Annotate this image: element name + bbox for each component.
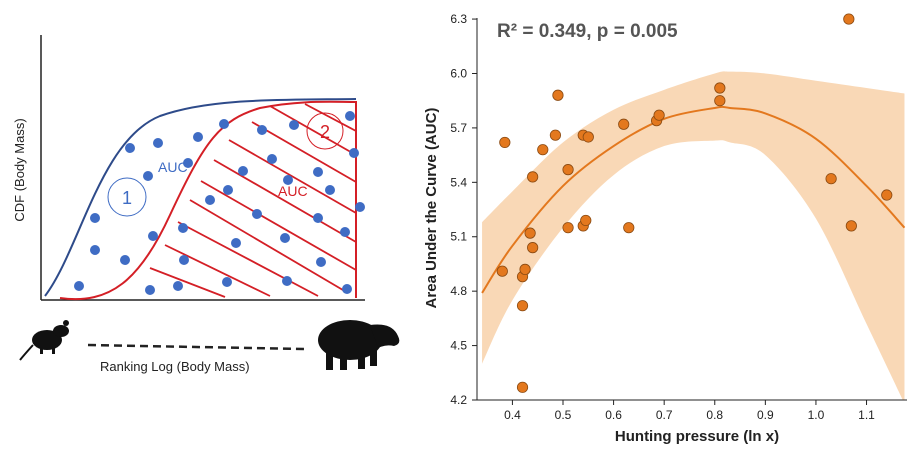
- data-point: [580, 214, 592, 227]
- y-tick-label: 4.2: [450, 393, 467, 407]
- data-point: [516, 271, 529, 283]
- data-point: [825, 173, 837, 185]
- y-tick-label: 6.3: [450, 12, 467, 26]
- data-point: [618, 118, 630, 130]
- y-tick-label: 4.8: [450, 284, 467, 298]
- region-1-label: 1: [122, 188, 132, 208]
- data-point: [499, 136, 511, 149]
- data-point: [623, 222, 635, 234]
- diagram-y-label: CDF (Body Mass): [12, 118, 27, 221]
- data-point: [881, 189, 893, 201]
- y-tick-label: 4.5: [450, 339, 467, 353]
- cdf-diagram: 1 2 AUC AUC CDF (Body Mass) Ranking Log …: [12, 35, 400, 374]
- data-point: [524, 227, 536, 239]
- data-point: [714, 95, 726, 107]
- y-tick-label: 6.0: [450, 66, 467, 80]
- region-2-label: 2: [320, 122, 330, 142]
- data-point: [562, 222, 574, 234]
- x-tick-label: 0.9: [757, 408, 774, 422]
- data-point: [552, 89, 564, 101]
- data-point: [516, 300, 529, 312]
- fit-curve: [481, 105, 906, 294]
- data-point: [519, 263, 531, 275]
- area-dots: [74, 111, 365, 295]
- diagram-dashed-line: [87, 343, 306, 351]
- data-point: [843, 13, 855, 25]
- data-point: [516, 381, 529, 393]
- region-2-marker: [306, 112, 344, 150]
- x-tick-label: 1.0: [808, 408, 825, 422]
- y-tick-label: 5.4: [450, 175, 467, 189]
- data-point: [577, 129, 589, 141]
- data-point: [650, 115, 663, 127]
- data-point: [527, 242, 539, 254]
- data-point: [577, 220, 589, 232]
- data-point: [527, 171, 539, 183]
- x-tick-label: 0.7: [656, 408, 673, 422]
- data-point: [496, 265, 508, 277]
- cdf-curve-1: [44, 98, 357, 297]
- y-tick-label: 5.1: [450, 230, 467, 244]
- diagram-x-label: Ranking Log (Body Mass): [100, 359, 250, 374]
- confidence-band: [482, 71, 905, 400]
- chart-y-label: Area Under the Curve (AUC): [423, 108, 440, 309]
- cdf-curve-2: [59, 100, 357, 301]
- chart-x-label: Hunting pressure (ln x): [615, 428, 779, 445]
- x-tick-label: 0.5: [555, 408, 572, 422]
- data-point: [653, 109, 665, 121]
- tapir-silhouette-icon: [318, 320, 400, 370]
- auc-label-2: AUC: [278, 183, 308, 199]
- data-point: [582, 131, 594, 143]
- data-point: [714, 82, 726, 94]
- data-point: [845, 220, 857, 232]
- rodent-silhouette-icon: [19, 320, 69, 361]
- chart-annotation: R² = 0.349, p = 0.005: [497, 21, 678, 42]
- data-point: [537, 144, 549, 156]
- y-tick-label: 5.7: [450, 121, 467, 135]
- data-point: [549, 129, 562, 141]
- x-tick-label: 0.4: [504, 408, 521, 422]
- data-point: [562, 164, 574, 176]
- auc-hatch-lines: [149, 103, 357, 298]
- region-1-marker: [107, 177, 147, 217]
- auc-label-1: AUC: [158, 159, 188, 175]
- x-tick-label: 0.6: [605, 408, 622, 422]
- x-tick-label: 1.1: [858, 408, 875, 422]
- x-tick-label: 0.8: [706, 408, 723, 422]
